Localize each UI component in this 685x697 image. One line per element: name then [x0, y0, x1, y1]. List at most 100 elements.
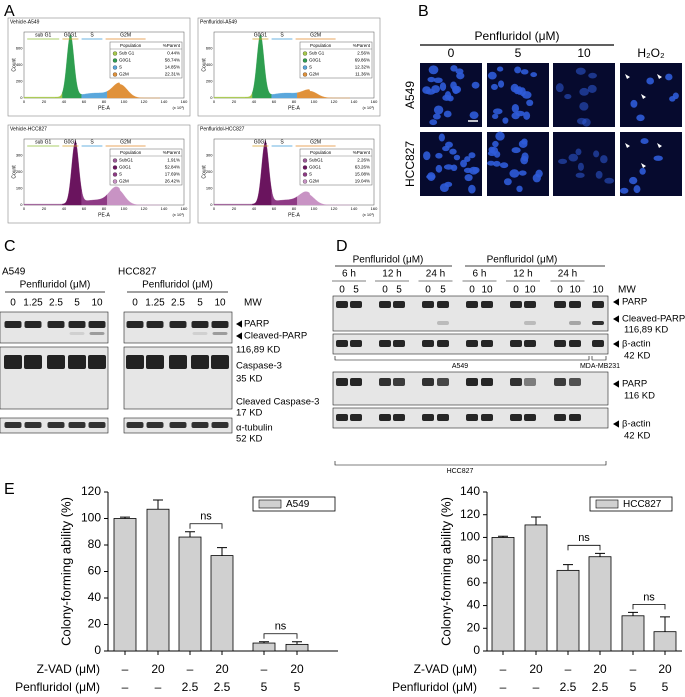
table-header: %Parent: [163, 150, 181, 155]
population-dot: [112, 158, 118, 163]
column-label: 0: [448, 46, 455, 60]
y-axis-label: Count: [11, 58, 17, 72]
x-tick-label: 160: [181, 206, 188, 211]
lane-label: 10: [569, 285, 581, 296]
band: [592, 340, 604, 347]
lane-label: 0: [339, 285, 345, 296]
blot-label: 42 KD: [624, 431, 651, 442]
band: [569, 301, 581, 308]
population-name: G2M: [309, 179, 319, 184]
nucleus: [595, 170, 603, 179]
y-tick-label: 400: [206, 62, 213, 67]
blot-label: β-actin: [622, 419, 651, 430]
band: [422, 340, 434, 347]
nucleus: [433, 77, 443, 84]
population-table: [109, 41, 183, 79]
error-bar: [185, 531, 195, 538]
nucleus: [427, 76, 436, 83]
gate-label: G2M: [310, 139, 321, 145]
significance-bracket: [632, 603, 666, 610]
band: [126, 355, 144, 369]
x-tick-label: 140: [161, 99, 168, 104]
nucleus: [520, 69, 529, 75]
band: [211, 422, 229, 428]
lane-label: 0: [132, 298, 138, 309]
band: [437, 340, 449, 347]
band: [437, 414, 449, 421]
error-bar: [259, 641, 269, 644]
arrowhead: [613, 315, 619, 323]
blot-label: 17 KD: [236, 408, 263, 419]
band: [146, 422, 164, 428]
mw-label: MW: [244, 298, 262, 309]
band: [350, 414, 362, 421]
gate-label: G2M: [120, 32, 131, 38]
population-value: 2.26%: [357, 158, 370, 163]
nucleus: [487, 71, 497, 80]
treatment-label: Penfluridol (μM): [20, 280, 91, 291]
x-tick-label: 5: [261, 680, 268, 694]
nucleus: [588, 72, 597, 79]
y-tick-label: 40: [467, 598, 481, 612]
population-name: G2M: [309, 72, 319, 77]
cell-line-label: A549: [2, 267, 26, 278]
bar: [621, 615, 645, 652]
lane-label: 1.25: [145, 298, 165, 309]
band: [146, 355, 164, 369]
band: [68, 355, 86, 369]
arrowhead: [657, 143, 662, 148]
y-tick-label: 600: [16, 46, 23, 51]
lane-label: 10: [592, 285, 604, 296]
nucleus: [511, 147, 521, 154]
group-bracket: [334, 461, 607, 466]
band: [211, 321, 229, 328]
population-value: 11.36%: [355, 72, 370, 77]
nucleus: [456, 72, 465, 80]
band: [379, 301, 391, 308]
population-dot: [302, 65, 308, 70]
band: [88, 355, 106, 369]
nucleus: [468, 184, 476, 194]
error-bar: [563, 564, 573, 571]
annotation: ns: [275, 621, 287, 633]
nucleus: [433, 105, 444, 115]
population-value: 15.08%: [355, 172, 370, 177]
band: [47, 422, 65, 428]
cell-line-label: HCC827: [118, 267, 157, 278]
nucleus: [498, 80, 505, 88]
population-dot: [112, 65, 118, 70]
x-tick-label: 2.5: [182, 680, 199, 694]
y-axis-label: Count: [11, 165, 17, 179]
nucleus: [492, 160, 501, 167]
x-tick-label: –: [533, 680, 540, 694]
lane-label: 5: [74, 298, 80, 309]
population-value: 52.84%: [165, 165, 180, 170]
population-dot: [302, 172, 308, 177]
arrowhead: [657, 74, 662, 79]
annotation: ns: [200, 511, 212, 523]
y-tick-label: 200: [16, 169, 23, 174]
x-tick-label: 100: [311, 206, 318, 211]
table-header: Population: [310, 150, 332, 155]
lane-label: 0: [469, 285, 475, 296]
nucleus: [619, 187, 629, 194]
x-tick-label: –: [122, 680, 129, 694]
band: [88, 321, 106, 328]
band: [169, 355, 187, 369]
nucleus: [499, 162, 509, 169]
band: [68, 321, 86, 328]
blot-label: α-tubulin: [236, 423, 273, 434]
nucleus: [518, 170, 527, 176]
band: [437, 321, 449, 325]
x-tick-label: 5: [294, 680, 301, 694]
nucleus: [665, 73, 673, 81]
x-row-label: Penfluridol (μM): [15, 680, 100, 694]
table-header: %Parent: [353, 150, 371, 155]
population-name: S: [119, 172, 122, 177]
nucleus: [472, 166, 480, 174]
band: [88, 422, 106, 428]
annotation: ns: [578, 532, 590, 544]
x-tick-label: 20: [151, 662, 165, 676]
y-axis-label: Colony-forming ability (%): [58, 497, 73, 646]
nucleus: [579, 87, 589, 96]
